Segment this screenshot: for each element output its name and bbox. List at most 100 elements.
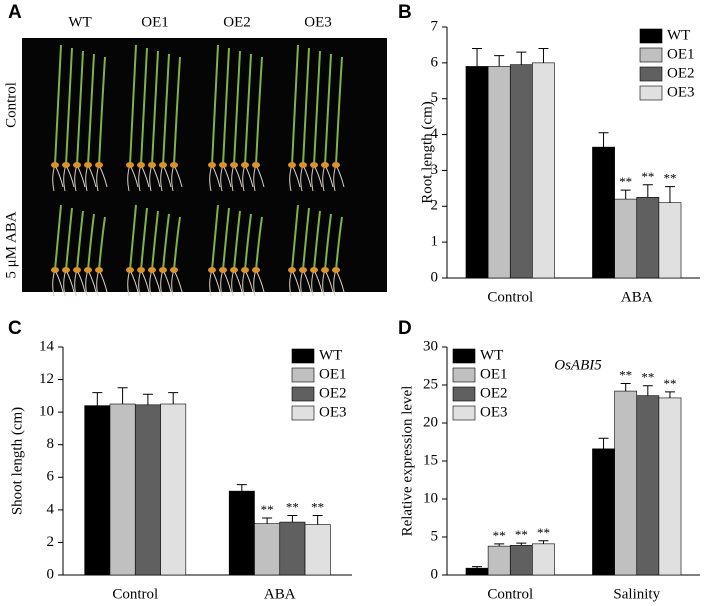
x-tick-label: ABA bbox=[264, 586, 296, 602]
error-bar bbox=[494, 543, 505, 547]
x-tick-label: Control bbox=[487, 586, 533, 602]
y-tick-label: 10 bbox=[39, 404, 54, 420]
bar bbox=[487, 66, 511, 279]
bar bbox=[532, 543, 555, 576]
bar bbox=[658, 202, 682, 279]
shoot bbox=[291, 204, 299, 271]
error-bar bbox=[236, 484, 247, 492]
error-bar bbox=[516, 51, 527, 65]
seed bbox=[73, 162, 81, 168]
error-bar bbox=[598, 132, 609, 148]
error-bar bbox=[620, 189, 631, 200]
x-tick-label: Control bbox=[487, 289, 533, 305]
shoot bbox=[87, 53, 95, 166]
shoot bbox=[255, 56, 263, 166]
legend-label: OE3 bbox=[480, 404, 508, 420]
bar bbox=[160, 403, 187, 576]
error-bar bbox=[168, 392, 179, 404]
seed bbox=[208, 267, 216, 273]
legend-label: OE1 bbox=[480, 366, 508, 382]
bar bbox=[532, 62, 555, 279]
legend-swatch bbox=[639, 66, 663, 82]
seed bbox=[321, 267, 329, 273]
y-tick-label: 0 bbox=[431, 269, 439, 285]
y-axis-label: Root length (cm) bbox=[419, 101, 435, 203]
seed bbox=[332, 267, 340, 273]
y-tick-label: 8 bbox=[47, 436, 55, 452]
shoot bbox=[335, 56, 343, 166]
seed bbox=[126, 162, 134, 168]
y-tick-label: 5 bbox=[431, 528, 439, 544]
legend-swatch bbox=[639, 28, 663, 44]
error-bar bbox=[598, 437, 609, 449]
shoot bbox=[98, 56, 106, 166]
y-axis-label: Shoot length (cm) bbox=[9, 407, 25, 515]
y-tick-label: 25 bbox=[423, 376, 438, 392]
y-tick-label: 6 bbox=[47, 469, 55, 485]
significance-label: ** bbox=[286, 500, 299, 515]
seed bbox=[321, 162, 329, 168]
y-tick-label: 2 bbox=[431, 198, 439, 214]
shoot bbox=[54, 44, 62, 166]
seed bbox=[95, 162, 103, 168]
error-bar bbox=[516, 542, 527, 546]
seedlings bbox=[51, 44, 345, 297]
significance-label: ** bbox=[261, 502, 274, 517]
shoot bbox=[65, 207, 73, 271]
y-tick-label: 0 bbox=[47, 566, 55, 582]
seed bbox=[126, 267, 134, 273]
legend-label: WT bbox=[667, 27, 690, 43]
shoot bbox=[151, 210, 159, 271]
y-tick-label: 14 bbox=[39, 338, 55, 354]
shoot bbox=[151, 50, 159, 166]
shoot bbox=[222, 207, 230, 271]
shoot bbox=[324, 53, 332, 166]
shoot bbox=[211, 204, 219, 271]
error-bar bbox=[262, 517, 273, 524]
row-label: Control bbox=[3, 82, 19, 128]
shoot bbox=[98, 216, 106, 271]
shoot bbox=[87, 213, 95, 271]
seed bbox=[208, 162, 216, 168]
seed bbox=[332, 162, 340, 168]
error-bar bbox=[664, 391, 675, 398]
significance-label: ** bbox=[641, 370, 654, 385]
legend-swatch bbox=[639, 85, 663, 101]
seed bbox=[159, 267, 167, 273]
y-tick-label: 0 bbox=[431, 566, 439, 582]
seed bbox=[84, 162, 92, 168]
error-bar bbox=[642, 385, 653, 396]
legend-swatch bbox=[291, 367, 315, 383]
seed bbox=[148, 267, 156, 273]
legend-label: OE3 bbox=[667, 84, 695, 100]
legend-label: WT bbox=[319, 347, 342, 363]
legend-swatch bbox=[291, 386, 315, 402]
shoot bbox=[255, 216, 263, 271]
y-tick-label: 15 bbox=[423, 452, 438, 468]
seed bbox=[73, 267, 81, 273]
legend-label: OE1 bbox=[667, 46, 695, 62]
error-bar bbox=[664, 186, 675, 203]
shoot bbox=[211, 44, 219, 166]
bar bbox=[134, 404, 161, 576]
shoot bbox=[140, 207, 148, 271]
y-tick-label: 2 bbox=[47, 534, 55, 550]
annotation: OsABI5 bbox=[554, 357, 602, 373]
legend-label: OE2 bbox=[667, 65, 695, 81]
error-bar bbox=[117, 387, 128, 404]
bar bbox=[509, 64, 533, 279]
seed bbox=[137, 162, 145, 168]
shoot bbox=[291, 44, 299, 166]
seed bbox=[95, 267, 103, 273]
y-tick-label: 12 bbox=[39, 371, 54, 387]
seed bbox=[137, 267, 145, 273]
legend-swatch bbox=[452, 367, 476, 383]
bar bbox=[509, 545, 533, 576]
seed bbox=[288, 267, 296, 273]
significance-label: ** bbox=[311, 500, 324, 515]
significance-label: ** bbox=[619, 367, 632, 382]
panel-letter: A bbox=[8, 2, 22, 23]
panel-letter: D bbox=[398, 318, 412, 339]
legend-swatch bbox=[452, 386, 476, 402]
